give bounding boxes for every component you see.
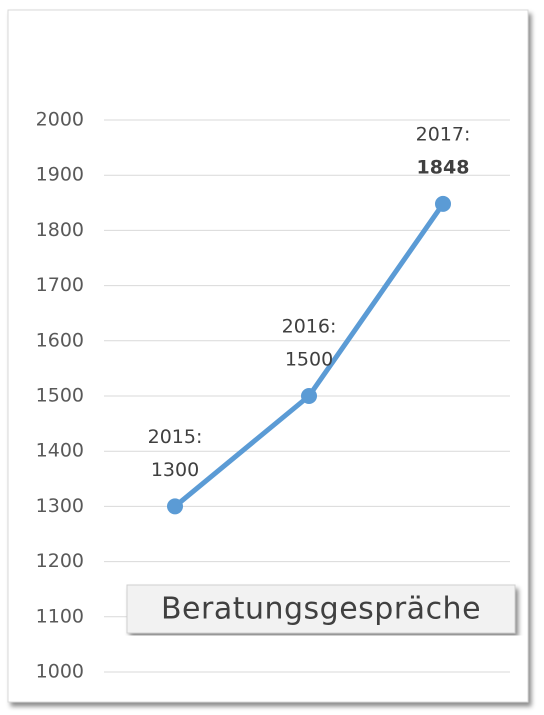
y-tick-label: 1700 bbox=[36, 274, 84, 296]
y-tick-label: 1200 bbox=[36, 550, 84, 572]
y-tick-label: 1000 bbox=[36, 661, 84, 683]
data-label-category: 2015: bbox=[148, 426, 203, 448]
y-tick-label: 1400 bbox=[36, 440, 84, 462]
plot-area: 1000 1100 1200 1300 1400 1500 1600 1700 1800 1900… bbox=[36, 109, 510, 683]
y-tick-label: 1900 bbox=[36, 164, 84, 186]
y-tick-label: 1300 bbox=[36, 495, 84, 517]
y-tick-label: 1500 bbox=[36, 385, 84, 407]
y-tick-label: 1800 bbox=[36, 219, 84, 241]
data-point bbox=[435, 195, 451, 212]
title-box bbox=[126, 584, 516, 634]
data-label-category: 2017: bbox=[416, 123, 471, 145]
data-label-category: 2016: bbox=[282, 316, 337, 338]
y-tick-label: 1600 bbox=[36, 329, 84, 351]
y-tick-label: 2000 bbox=[36, 109, 84, 131]
data-point bbox=[301, 388, 317, 404]
data-label-value: 1848 bbox=[417, 156, 470, 178]
data-point bbox=[167, 498, 183, 515]
data-label-value: 1500 bbox=[285, 349, 333, 371]
chart-title: Beratungsgespräche bbox=[161, 592, 481, 627]
data-label-value: 1300 bbox=[151, 459, 199, 481]
y-tick-label: 1100 bbox=[36, 605, 84, 627]
